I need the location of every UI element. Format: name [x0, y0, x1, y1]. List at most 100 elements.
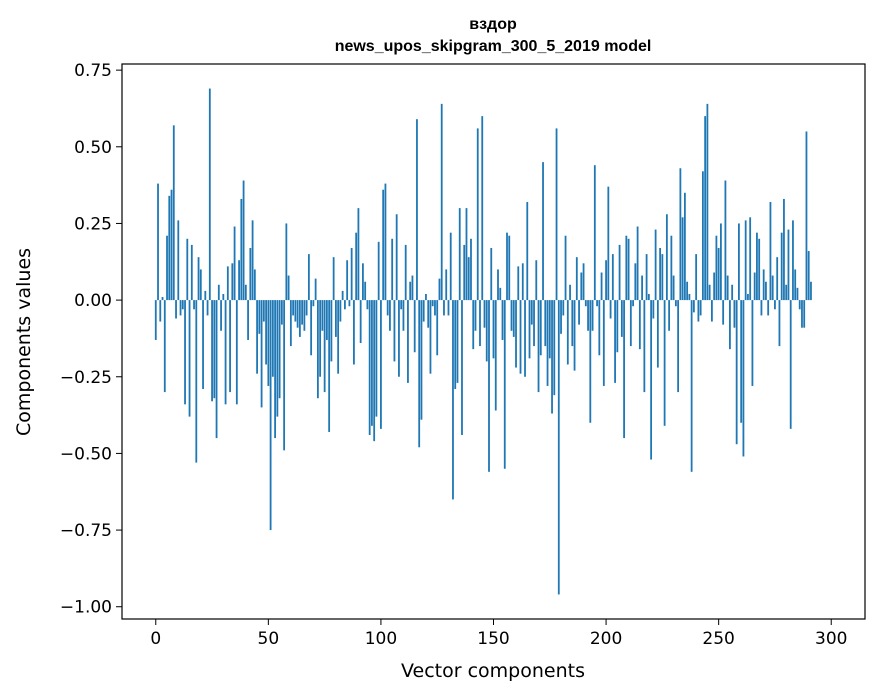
bar [537, 300, 540, 393]
bar [524, 300, 526, 377]
bar [789, 300, 792, 429]
bar [589, 300, 592, 423]
bars-group [154, 88, 812, 595]
bar [485, 300, 488, 362]
x-tick-label: 200 [590, 629, 622, 649]
bar [199, 269, 202, 301]
bar [546, 300, 549, 386]
bar [733, 300, 736, 328]
bar [321, 300, 324, 331]
bar [528, 300, 531, 359]
bar [332, 257, 335, 301]
bar [175, 300, 177, 319]
bar [704, 116, 707, 301]
bar [407, 300, 409, 383]
bar [431, 300, 434, 307]
bar [391, 238, 394, 301]
bar [668, 300, 671, 331]
bar [213, 300, 216, 399]
bar [663, 300, 666, 426]
bar [400, 300, 403, 310]
bar [578, 300, 580, 325]
bar [328, 300, 331, 432]
bar [386, 300, 389, 316]
bar [265, 300, 267, 365]
bar [566, 300, 569, 365]
bar [571, 300, 574, 347]
bar [805, 131, 808, 301]
bar [544, 300, 547, 347]
bar [440, 103, 443, 301]
bar [443, 300, 445, 316]
bar [398, 300, 400, 377]
chart-subtitle: news_upos_skipgram_300_5_2019 model [335, 38, 652, 55]
bar [530, 300, 533, 325]
bar [738, 223, 740, 301]
bar [179, 300, 182, 316]
bar [492, 300, 495, 359]
bar [697, 300, 700, 322]
bar [366, 300, 369, 310]
bar [454, 300, 457, 390]
bar [242, 180, 245, 301]
bar [720, 223, 722, 301]
chart-title: вздор [469, 16, 517, 33]
bar [512, 300, 515, 337]
bar [481, 116, 484, 301]
bar [562, 300, 565, 316]
bar [503, 300, 506, 469]
bar [715, 235, 718, 301]
bar [756, 232, 758, 301]
bar [389, 300, 391, 331]
bar [776, 257, 779, 301]
bar [240, 198, 243, 301]
bar [654, 229, 657, 301]
bar [497, 269, 499, 301]
bar [647, 293, 650, 301]
bar [402, 300, 405, 331]
bar [632, 300, 634, 307]
bar [208, 88, 211, 301]
bar [706, 103, 709, 301]
plot-frame [121, 63, 866, 620]
bar [801, 300, 803, 328]
bar [641, 275, 643, 301]
bar [166, 235, 168, 301]
bar [217, 284, 220, 301]
bar [458, 208, 461, 301]
bar [350, 247, 353, 301]
bar [713, 272, 716, 301]
bar [701, 171, 704, 301]
bar [740, 300, 743, 423]
bar [307, 254, 310, 301]
bar [163, 300, 166, 393]
bar [726, 275, 729, 301]
bar [553, 300, 556, 396]
bar [269, 300, 272, 531]
bar [177, 220, 180, 301]
bar [474, 300, 477, 331]
bar [582, 263, 585, 301]
y-axis-label: Components values [13, 248, 35, 436]
bar [659, 247, 662, 301]
bar [364, 281, 367, 301]
bar [334, 300, 337, 337]
bar [427, 300, 430, 328]
y-tick-label: 0.50 [74, 138, 112, 158]
bar [463, 244, 466, 301]
bar [602, 300, 605, 386]
bar [301, 300, 304, 325]
bar [418, 300, 421, 448]
bar [575, 257, 578, 301]
bar [596, 300, 598, 307]
bar [319, 300, 322, 377]
bar [353, 300, 355, 365]
bar [168, 195, 171, 301]
bar [783, 198, 785, 301]
bar [172, 125, 175, 301]
bar [638, 300, 641, 350]
bar [429, 300, 432, 374]
bar [533, 300, 535, 347]
bar [371, 300, 373, 426]
bar [774, 300, 776, 310]
